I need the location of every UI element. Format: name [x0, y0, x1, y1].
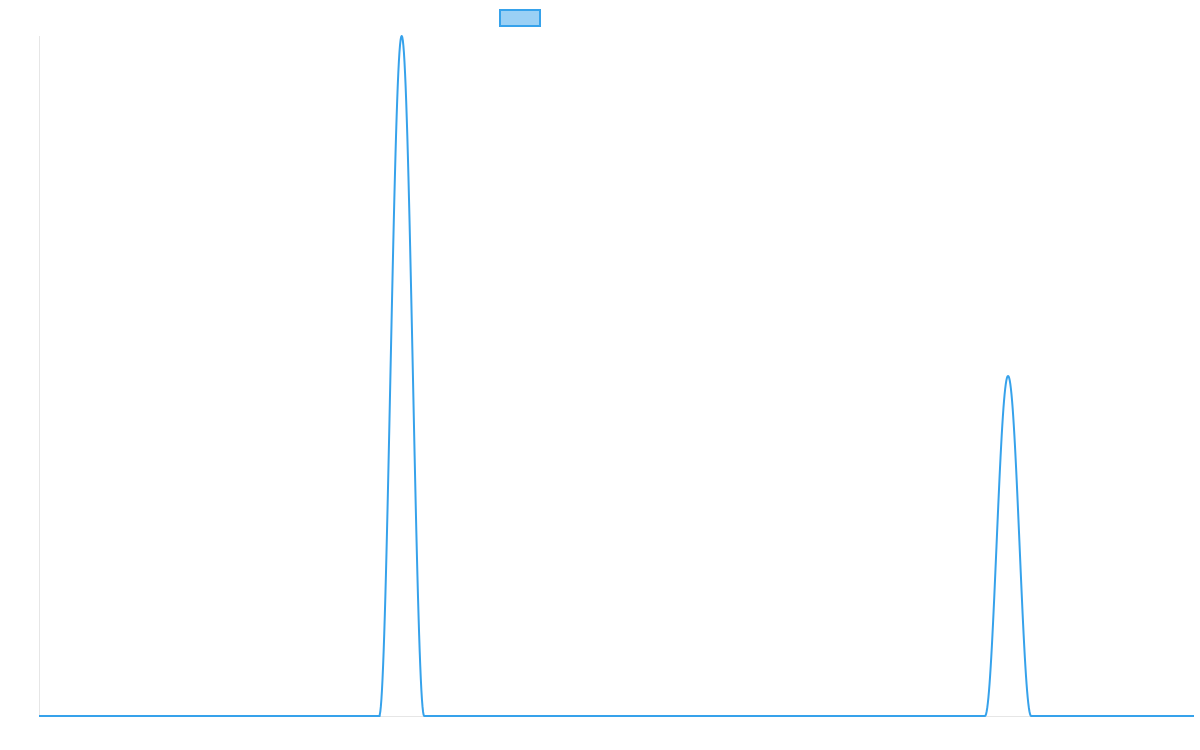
- series-layer: [39, 33, 1194, 717]
- legend-swatch[interactable]: [499, 9, 541, 27]
- data-point-peak-0[interactable]: [399, 33, 405, 39]
- legend[interactable]: [499, 9, 541, 27]
- series-line-0[interactable]: [39, 35, 1194, 717]
- data-point-peak-1[interactable]: [1005, 373, 1011, 379]
